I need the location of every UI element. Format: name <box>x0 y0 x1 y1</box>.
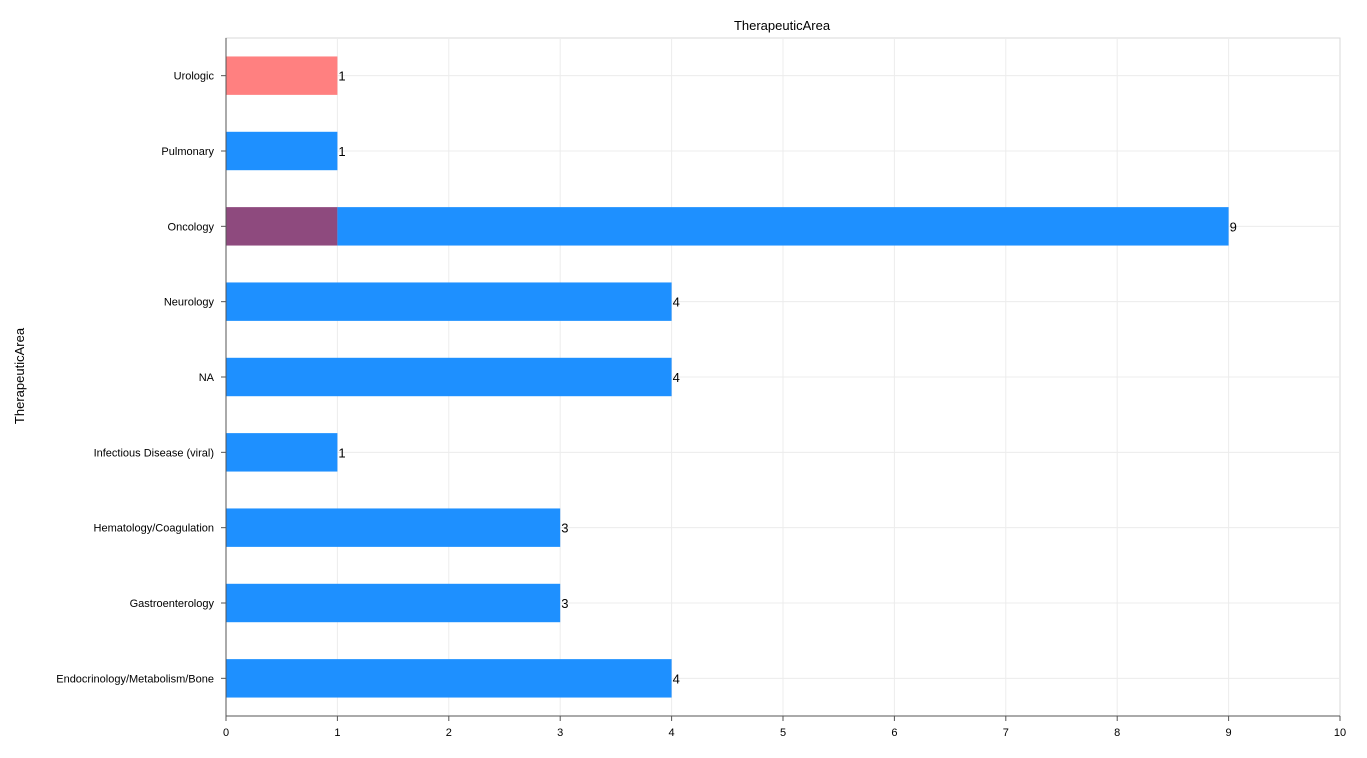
data-label: 1 <box>338 69 345 84</box>
data-label: 4 <box>673 370 680 385</box>
data-label: 3 <box>561 596 568 611</box>
x-tick-label: 4 <box>669 727 675 739</box>
bar <box>226 207 338 246</box>
bar <box>226 131 338 171</box>
y-axis-label: TherapeuticArea <box>12 327 27 424</box>
x-tick-label: 1 <box>334 727 340 739</box>
category-label: Gastroenterology <box>130 598 215 610</box>
bar <box>226 282 672 321</box>
bar <box>226 357 672 397</box>
bar <box>226 583 561 623</box>
category-label: Urologic <box>174 71 215 83</box>
x-tick-label: 8 <box>1114 727 1120 739</box>
bar <box>226 659 672 698</box>
x-tick-label: 3 <box>557 727 563 739</box>
bar <box>337 207 1229 246</box>
category-label: Infectious Disease (viral) <box>94 447 214 459</box>
x-tick-label: 9 <box>1226 727 1232 739</box>
labels: 0 1 2 3 4 5 6 7 8 9 10 Endocrinology/Metabolism/Bon… <box>56 69 1346 739</box>
bar <box>226 433 338 472</box>
x-tick-label: 2 <box>446 727 452 739</box>
x-tick-label: 7 <box>1003 727 1009 739</box>
data-label: 1 <box>338 144 345 159</box>
x-tick-label: 6 <box>891 727 897 739</box>
category-label: Hematology/Coagulation <box>94 523 214 535</box>
x-tick-label: 10 <box>1334 727 1346 739</box>
x-tick-label: 5 <box>780 727 786 739</box>
category-label: Oncology <box>168 221 215 233</box>
category-label: Pulmonary <box>161 146 214 158</box>
data-label: 9 <box>1230 219 1237 234</box>
data-label: 3 <box>561 521 568 536</box>
category-label: NA <box>199 372 215 384</box>
x-tick-label: 0 <box>223 727 229 739</box>
axes <box>221 38 1341 721</box>
data-label: 4 <box>673 295 680 310</box>
data-label: 4 <box>673 671 680 686</box>
bars <box>226 56 1229 698</box>
data-label: 1 <box>338 445 345 460</box>
category-label: Neurology <box>164 297 215 309</box>
chart-title: TherapeuticArea <box>734 18 831 33</box>
bar <box>226 508 561 547</box>
bar <box>226 56 338 95</box>
category-label: Endocrinology/Metabolism/Bone <box>56 673 214 685</box>
